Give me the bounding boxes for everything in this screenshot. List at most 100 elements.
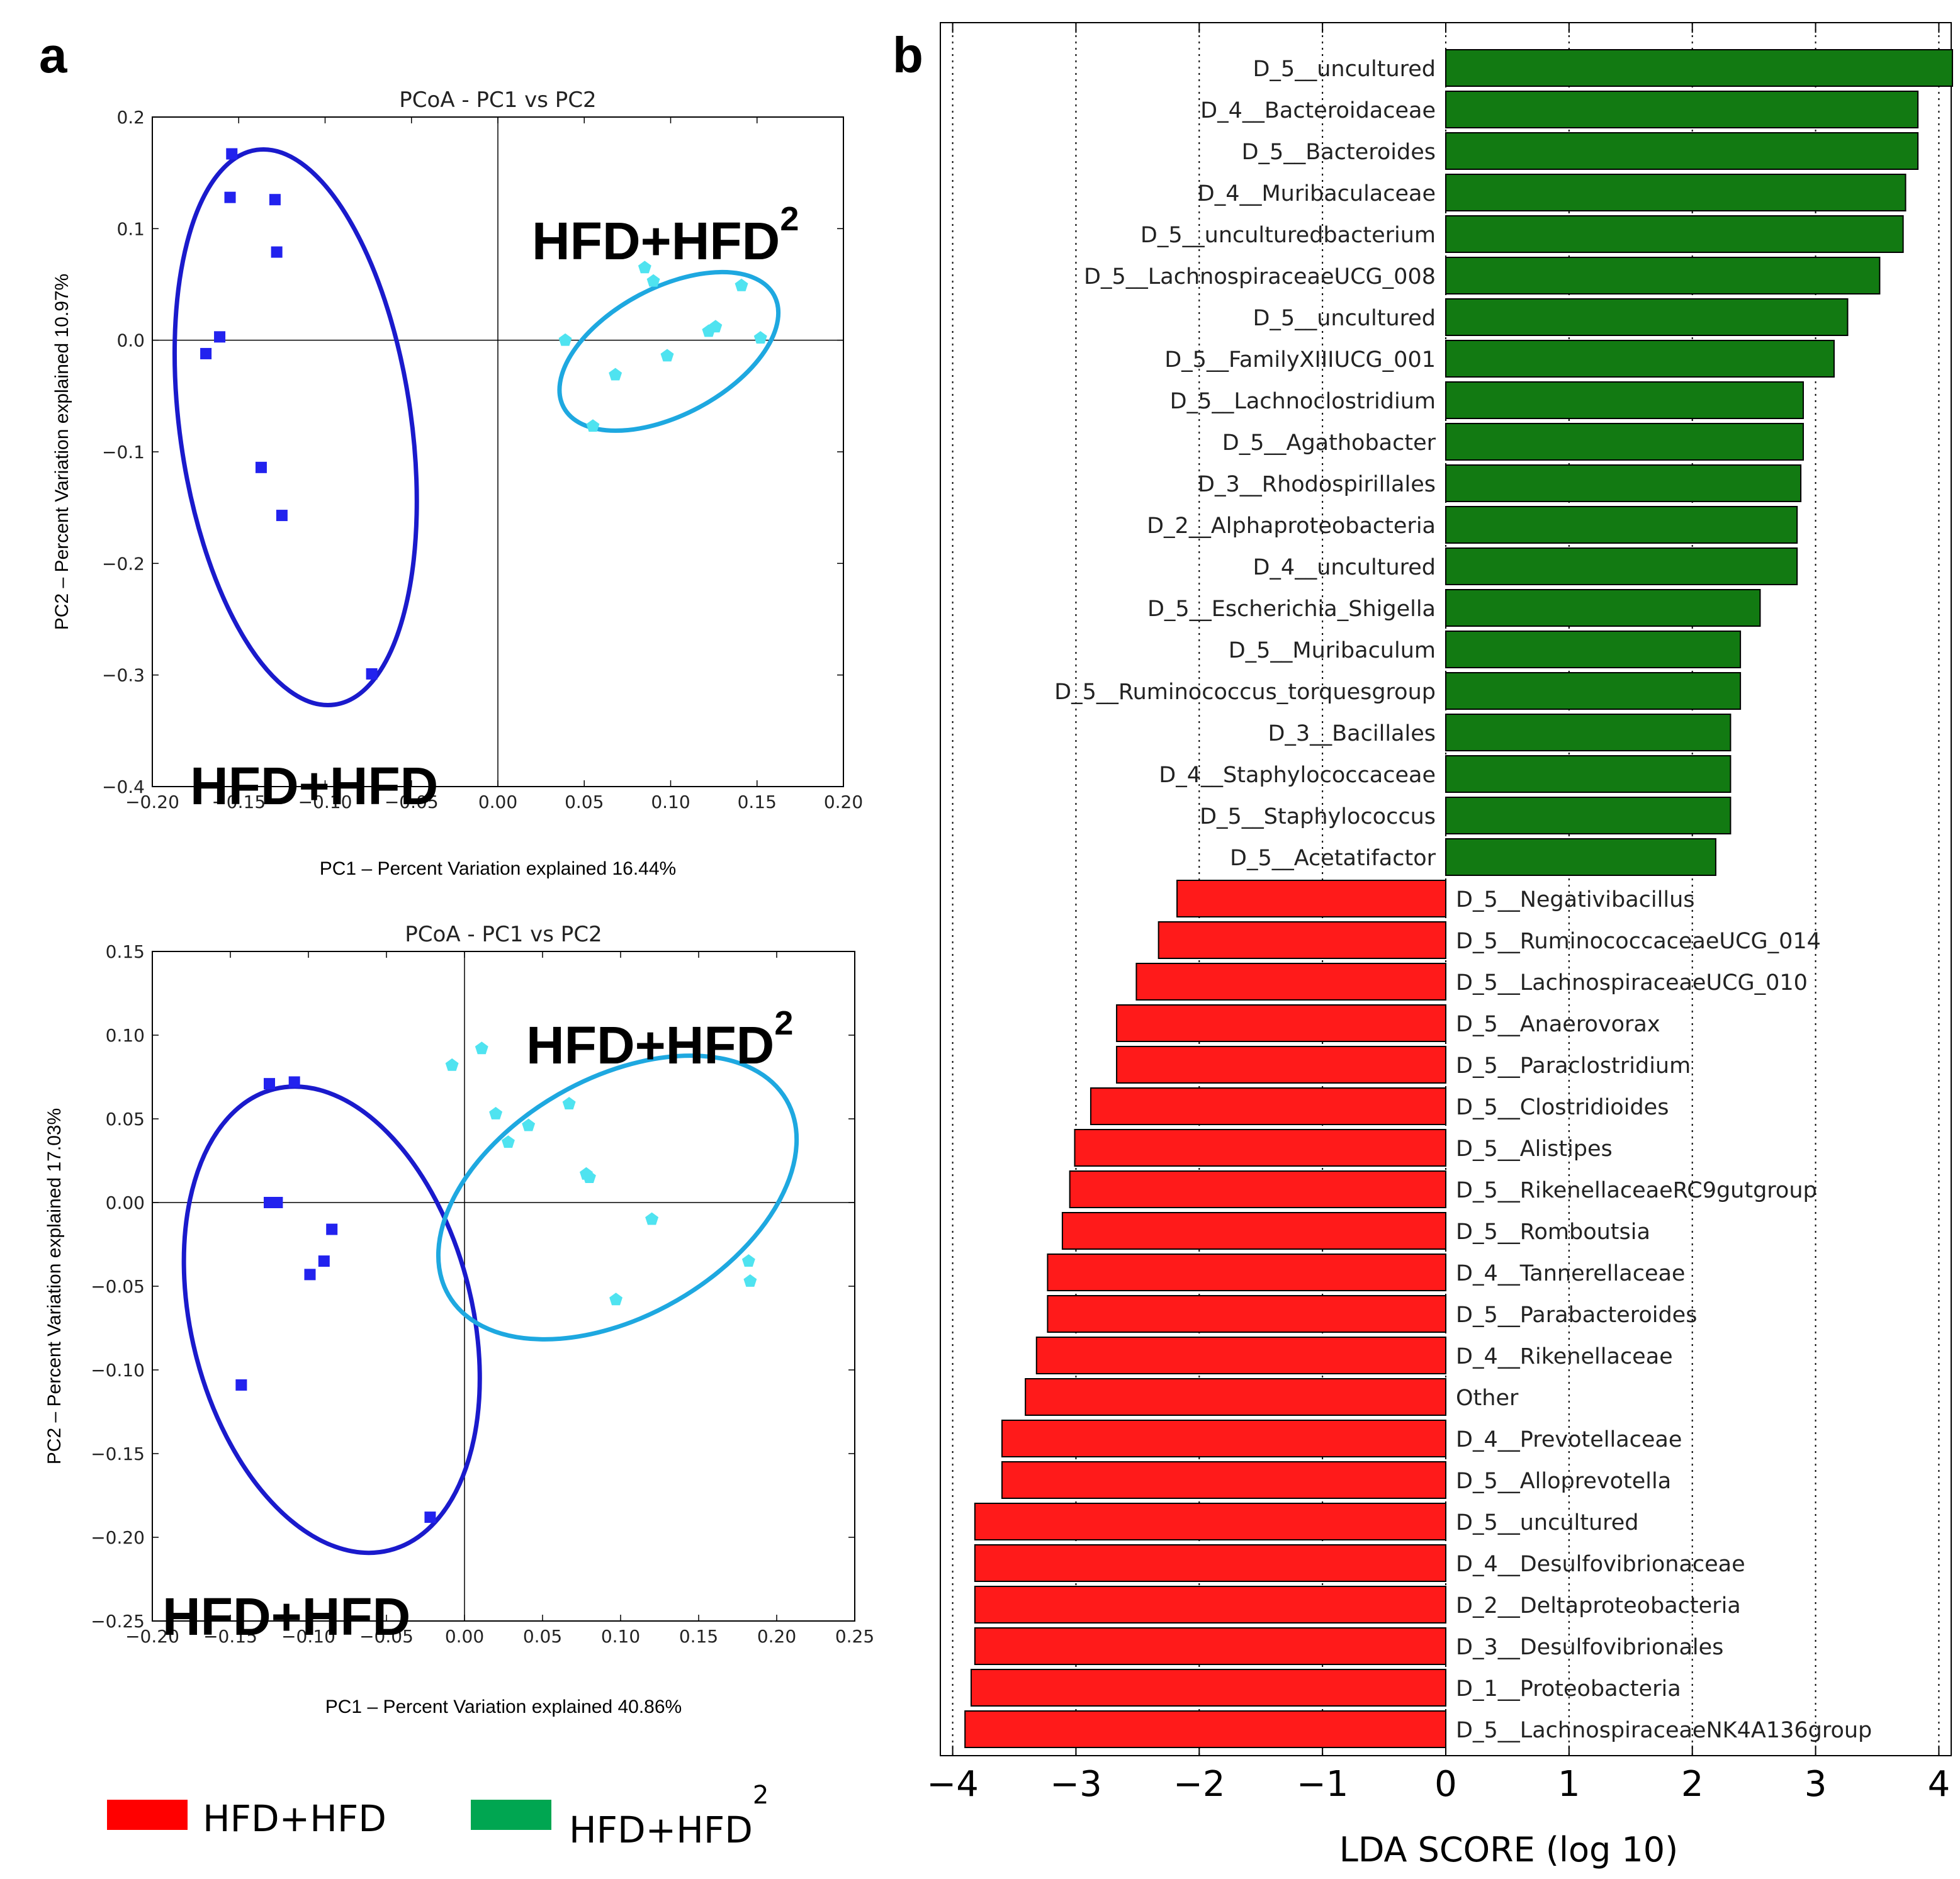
data-point-hfd-hfd [318,1255,330,1267]
lda-bar-label: D_5__RikenellaceaeRC9gutgroup [1456,1178,1817,1203]
data-point-hfd-hfd [226,148,238,160]
lda-bar-label: D_5__Ruminococcus_torquesgroup [1054,680,1436,705]
lda-bar-positive [1445,838,1716,876]
x-axis-title: LDA SCORE (log 10) [1339,1830,1678,1870]
lda-bar-negative [1047,1295,1446,1333]
lda-bar-label: D_4__Muribaculaceae [1198,181,1436,206]
x-tick-label: 2 [1681,1764,1704,1805]
lda-bar-label: D_5__uncultured [1253,306,1436,331]
legend-label-hfd-hfd2-text: HFD+HFD [569,1809,753,1851]
ellipse-hfd-hfd2 [557,269,781,433]
data-point-hfd-hfd2 [489,1107,503,1119]
y-tick-label: −0.2 [102,553,145,574]
lda-bar-label: D_3__Rhodospirillales [1198,472,1436,497]
y-tick-label: −0.3 [102,665,145,686]
data-point-hfd-hfd2 [638,261,651,274]
data-point-hfd-hfd [200,347,212,359]
x-tick-label: −0.15 [211,792,266,812]
lda-bar-label: D_5__Alistipes [1456,1136,1613,1162]
lda-bar-positive [1445,298,1849,336]
lda-bar-label: D_4__Staphylococcaceae [1159,763,1436,788]
data-point-hfd-hfd2 [475,1041,488,1055]
pcoa-plot-bottom: PCoA - PC1 vs PC2 −0.20 −0.15 −0.10 −0.05 0.0… [44,922,874,1717]
lda-bar-positive [1445,132,1919,170]
data-point-hfd-hfd2 [753,331,767,344]
x-tick-label: 0.05 [565,792,604,812]
x-tick-label: −0.15 [203,1626,257,1647]
lda-bar-label: D_5__FamilyXIIIUCG_001 [1164,347,1436,373]
lda-bar-positive [1445,464,1802,502]
lda-bar-negative [974,1544,1446,1582]
y-tick-label: −0.05 [91,1276,145,1297]
data-point-hfd-hfd [271,1197,283,1208]
x-tick-label: −0.05 [359,1626,414,1647]
x-tick-label: −2 [1173,1764,1225,1805]
lda-bar-label: D_2__Alphaproteobacteria [1147,513,1436,539]
lda-bar-label: D_2__Deltaproteobacteria [1456,1593,1741,1618]
group-label-hfd-hfd2: HFD+HFD2 [532,200,799,271]
data-point-hfd-hfd2 [609,1293,622,1306]
legend-label-hfd-hfd2: HFD+HFD2 [569,1781,769,1851]
x-tick-label: 0.25 [835,1626,874,1647]
y-axis-title: PC2 – Percent Variation explained 10.97% [52,274,72,630]
data-point-hfd-hfd2 [558,333,572,346]
x-tick-label: −4 [926,1764,979,1805]
y-tick-label: 0.15 [106,941,145,962]
y-tick-label: 0.00 [106,1192,145,1213]
lda-bar-negative [964,1710,1447,1748]
y-tick-label: 0.05 [106,1109,145,1130]
x-axis-title: PC1 – Percent Variation explained 40.86% [325,1697,682,1717]
lda-bar-positive [1445,257,1881,294]
data-point-hfd-hfd2 [562,1097,576,1109]
x-tick-label: 0.00 [445,1626,484,1647]
x-tick-label: −1 [1297,1764,1349,1805]
lda-bar-positive [1445,672,1742,710]
lda-bar-negative [974,1586,1446,1624]
lda-bar-label: D_4__Rikenellaceae [1456,1344,1673,1369]
data-point-hfd-hfd2 [735,278,748,291]
lda-bar-label: D_5__LachnospiraceaeNK4A136group [1456,1718,1872,1743]
lda-bar-negative [1001,1461,1447,1499]
legend: HFD+HFD HFD+HFD2 [107,1781,769,1851]
x-tick-label: −0.10 [281,1626,335,1647]
panel-a-label: a [39,27,67,83]
lda-bar-label: D_4__Prevotellaceae [1456,1427,1682,1452]
lda-bar-label: D_5__Paraclostridium [1456,1053,1691,1079]
x-tick-label: −0.10 [298,792,352,812]
x-tick-label: −0.05 [385,792,439,812]
lda-bar-label: D_4__Bacteroidaceae [1200,98,1436,123]
lda-bar-positive [1445,423,1804,461]
lda-bar-negative [1157,921,1447,959]
data-point-hfd-hfd [276,510,288,522]
lda-bar-label: D_4__uncultured [1253,555,1436,580]
y-tick-label: −0.15 [91,1444,145,1464]
lda-bar-negative [1074,1129,1446,1167]
data-point-hfd-hfd2 [646,274,660,287]
lda-bar-positive [1445,381,1804,419]
lda-bar-negative [974,1503,1446,1540]
x-tick-label: 0.15 [679,1626,718,1647]
group-label-hfd-hfd: HFD+HFD [190,756,438,816]
lda-bar-label: D_5__LachnospiraceaeUCG_010 [1456,970,1808,996]
y-tick-label: 0.1 [116,218,145,239]
x-tick-label: 4 [1928,1764,1951,1805]
data-point-hfd-hfd2 [660,349,674,362]
y-tick-label: −0.25 [91,1611,145,1632]
group-label-sup: 2 [774,1004,793,1042]
legend-label-hfd-hfd2-sup: 2 [753,1781,769,1810]
data-point-hfd-hfd [366,668,378,680]
lda-bar-negative [1135,963,1447,1001]
data-point-hfd-hfd [269,194,281,206]
x-tick-label: −0.20 [125,1626,179,1647]
data-point-hfd-hfd [424,1512,436,1523]
lda-bar-label: D_5__Bacteroides [1242,140,1436,165]
data-point-hfd-hfd2 [445,1058,459,1071]
y-axis-title: PC2 – Percent Variation explained 17.03% [44,1108,65,1464]
data-point-hfd-hfd [235,1379,247,1391]
group-label-text: HFD+HFD [526,1016,774,1075]
lda-bar-negative [1025,1378,1446,1416]
group-label-text: HFD+HFD [162,1587,410,1646]
x-tick-label: −3 [1050,1764,1102,1805]
group-label-sup: 2 [780,200,799,238]
x-tick-label: 0.20 [824,792,863,812]
